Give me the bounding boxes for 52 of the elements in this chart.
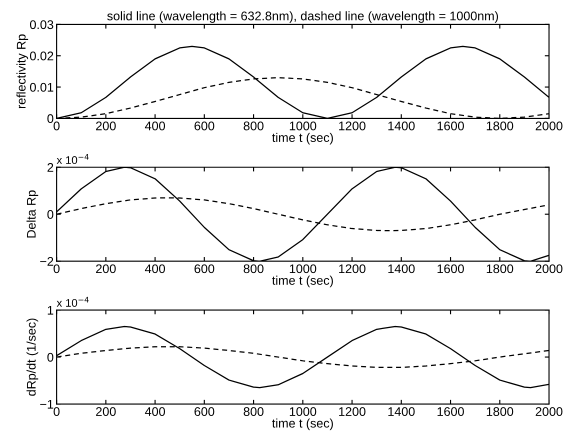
y-tick-label: 1 bbox=[48, 306, 54, 315]
y-tick-label: 0.02 bbox=[30, 52, 54, 60]
x-tick-label: 200 bbox=[96, 121, 116, 130]
x-tick-label: 1600 bbox=[438, 264, 464, 274]
x-tick-label: 0 bbox=[54, 121, 60, 130]
y-axis-title: Delta Rp bbox=[26, 190, 38, 238]
x-tick-label: 1000 bbox=[290, 407, 316, 416]
x-tick-label: 400 bbox=[144, 264, 166, 274]
y-axis-title: reflectivity Rp bbox=[16, 34, 28, 108]
x-tick-label: 200 bbox=[96, 264, 116, 274]
y-axis-title: dRp/dt (1/sec) bbox=[26, 318, 38, 396]
x-tick-label: 400 bbox=[144, 121, 166, 130]
x-tick-label: 1000 bbox=[290, 264, 316, 274]
x-tick-label: 1600 bbox=[438, 407, 464, 416]
y-tick-label: 0 bbox=[47, 114, 54, 124]
x-tick-label: 1200 bbox=[339, 121, 366, 130]
x-tick-label: 1600 bbox=[438, 121, 464, 130]
y-tick-label: 0.01 bbox=[30, 82, 54, 92]
x-tick-label: 1800 bbox=[486, 121, 514, 130]
x-axis-title: time t (sec) bbox=[272, 276, 333, 288]
x-tick-label: 600 bbox=[194, 264, 214, 274]
y-tick-label: 0 bbox=[47, 352, 54, 362]
x-tick-label: 2000 bbox=[536, 264, 562, 274]
x-tick-label: 800 bbox=[244, 264, 264, 274]
y-tick-label: 2 bbox=[48, 163, 54, 172]
x-tick-label: 1000 bbox=[290, 121, 316, 130]
x-tick-label: 2000 bbox=[536, 121, 562, 130]
x-tick-label: 1400 bbox=[388, 121, 415, 130]
x-tick-label: 1400 bbox=[388, 407, 415, 416]
x-tick-label: 800 bbox=[244, 407, 264, 416]
x-tick-label: 800 bbox=[244, 121, 264, 130]
x-tick-label: 1800 bbox=[486, 407, 514, 416]
text: x 10$^{−4}$ bbox=[56, 296, 89, 307]
x-axis-title: time t (sec) bbox=[272, 132, 333, 144]
x-tick-label: 600 bbox=[194, 121, 214, 130]
x-tick-label: 1200 bbox=[339, 407, 366, 416]
x-tick-label: 200 bbox=[96, 407, 116, 416]
x-axis-title: time t (sec) bbox=[272, 418, 333, 430]
y-tick-label: −1 bbox=[40, 400, 54, 409]
x-tick-label: 0 bbox=[54, 264, 60, 274]
y-tick-label: 0 bbox=[47, 210, 54, 219]
y-tick-label: 0.03 bbox=[30, 20, 54, 30]
x-tick-label: 0 bbox=[54, 407, 60, 416]
x-tick-label: 400 bbox=[144, 407, 166, 416]
x-tick-label: 1400 bbox=[388, 264, 415, 274]
x-tick-label: 600 bbox=[194, 407, 214, 416]
y-tick-label: −2 bbox=[40, 257, 54, 266]
x-tick-label: 1200 bbox=[339, 264, 366, 274]
text: x 10$^{−4}$ bbox=[56, 154, 89, 164]
x-tick-label: 1800 bbox=[486, 264, 514, 274]
x-tick-label: 2000 bbox=[536, 407, 562, 416]
chart-title: solid line (wavelength = 632.8nm), dashed line (wavelength = 1000nm) bbox=[107, 11, 498, 23]
